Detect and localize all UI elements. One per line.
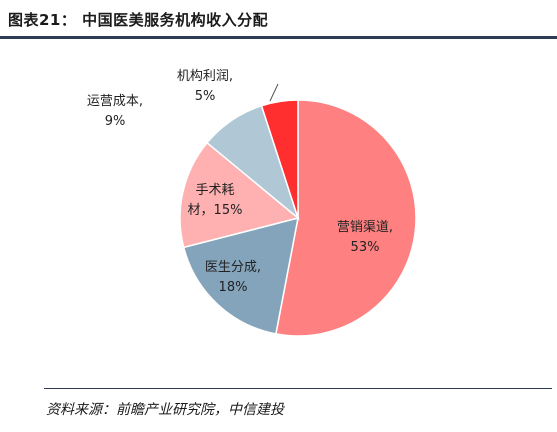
figure-header: 图表21： 中国医美服务机构收入分配: [0, 0, 557, 34]
pie-slice-2: [182, 216, 299, 335]
source-note: 资料来源：前瞻产业研究院，中信建投: [46, 402, 284, 418]
slice-label-4: 运营成本, 9%: [87, 94, 143, 129]
label-leader-line: [269, 83, 279, 102]
slice-label-3: 手术耗材，15%: [188, 183, 243, 218]
slice-label-1: 营销渠道, 53%: [337, 220, 393, 255]
header-rule: [0, 36, 557, 39]
pie-slice-1: [275, 99, 417, 337]
footer-rule: [44, 388, 552, 389]
slice-label-5: 机构利润, 5%: [177, 69, 233, 104]
pie-slice-3: [179, 141, 300, 249]
pie-slice-5: [260, 99, 299, 219]
figure-title: 图表21： 中国医美服务机构收入分配: [8, 11, 269, 29]
slice-label-2: 医生分成, 18%: [205, 260, 261, 295]
